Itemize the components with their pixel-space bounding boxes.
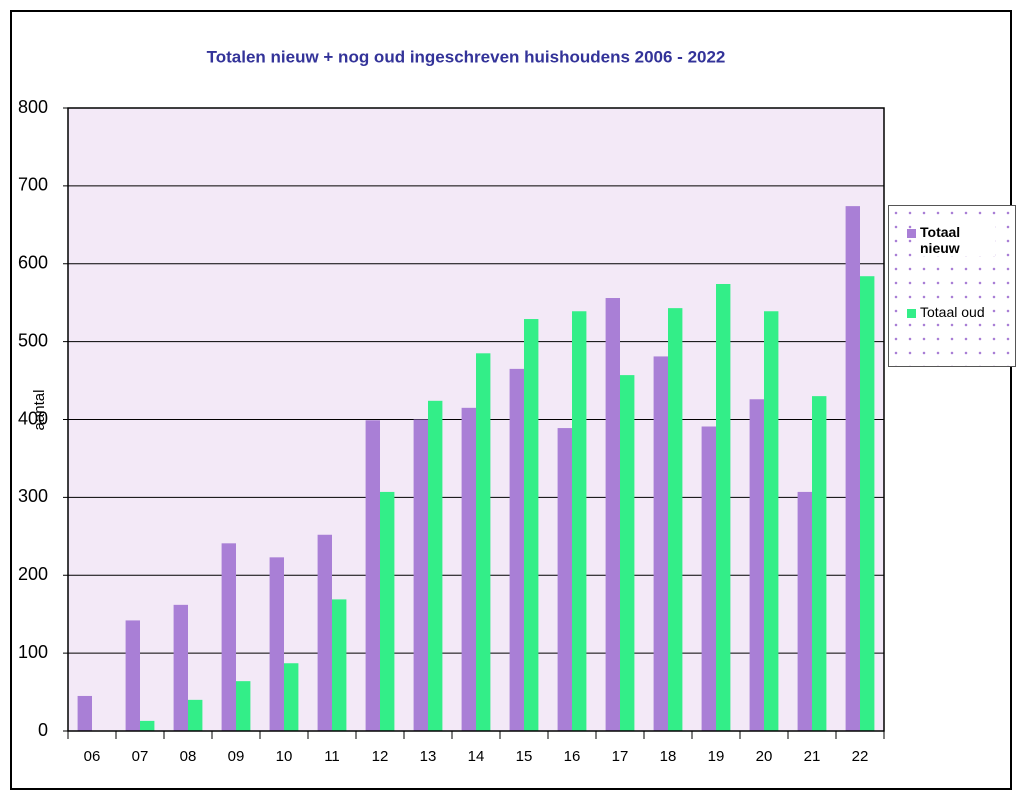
x-tick-label: 18 <box>660 748 677 765</box>
y-tick-label: 800 <box>18 97 48 117</box>
bar <box>365 420 380 731</box>
legend-label: Totaal nieuw <box>920 224 995 256</box>
plot-border <box>67 107 885 732</box>
bar <box>845 206 860 731</box>
y-tick-label: 500 <box>18 330 48 350</box>
bar <box>524 319 539 731</box>
y-tick-label: 700 <box>18 175 48 195</box>
legend-item: Totaal oud <box>895 304 995 320</box>
bar <box>284 663 299 731</box>
x-tick-label: 15 <box>516 748 533 765</box>
x-tick-label: 21 <box>804 748 821 765</box>
x-tick-label: 16 <box>564 748 581 765</box>
bar <box>380 491 395 731</box>
bar <box>269 557 284 731</box>
y-tick-label: 300 <box>18 486 48 506</box>
bar <box>413 419 428 731</box>
x-tick-label: 20 <box>756 748 773 765</box>
bar <box>125 620 140 731</box>
bar <box>620 375 635 731</box>
bar <box>572 311 587 731</box>
bar <box>77 695 92 731</box>
legend-label: Totaal oud <box>920 304 985 320</box>
bar <box>701 426 716 731</box>
legend-swatch <box>907 229 916 238</box>
bar <box>797 491 812 731</box>
bar <box>140 720 155 731</box>
bar <box>317 534 332 731</box>
bar <box>653 356 668 731</box>
bar <box>173 604 188 731</box>
bar <box>221 543 236 731</box>
chart-title: Totalen nieuw + nog oud ingeschreven hui… <box>207 47 726 66</box>
x-tick-label: 09 <box>228 748 245 765</box>
bar <box>812 396 827 731</box>
y-tick-label: 400 <box>18 408 48 428</box>
y-tick-label: 100 <box>18 642 48 662</box>
x-tick-label: 12 <box>372 748 389 765</box>
bar <box>476 353 491 731</box>
bar <box>461 407 476 731</box>
bar <box>557 428 572 731</box>
x-tick-label: 11 <box>324 748 340 765</box>
y-tick-label: 200 <box>18 564 48 584</box>
bar <box>860 276 875 731</box>
bar <box>605 298 620 731</box>
x-tick-label: 13 <box>420 748 437 765</box>
x-tick-label: 22 <box>852 748 869 765</box>
bar <box>668 308 683 731</box>
bar <box>716 283 731 731</box>
x-tick-label: 06 <box>84 748 101 765</box>
y-tick-label: 600 <box>18 253 48 273</box>
legend-swatch <box>907 309 916 318</box>
bar <box>509 368 524 731</box>
x-tick-label: 14 <box>468 748 485 765</box>
bar <box>188 699 203 731</box>
x-tick-label: 19 <box>708 748 725 765</box>
bar <box>749 399 764 731</box>
x-tick-label: 17 <box>612 748 629 765</box>
bar <box>332 599 347 731</box>
legend: Totaal nieuw Totaal oud <box>888 205 1016 367</box>
bar <box>428 400 443 731</box>
x-tick-label: 10 <box>276 748 293 765</box>
x-tick-label: 08 <box>180 748 197 765</box>
legend-item: Totaal nieuw <box>895 224 995 256</box>
bar <box>236 681 251 731</box>
x-tick-label: 07 <box>132 748 149 765</box>
y-axis-label: aantal <box>31 390 48 431</box>
bar <box>764 311 779 731</box>
y-tick-label: 0 <box>38 720 48 740</box>
